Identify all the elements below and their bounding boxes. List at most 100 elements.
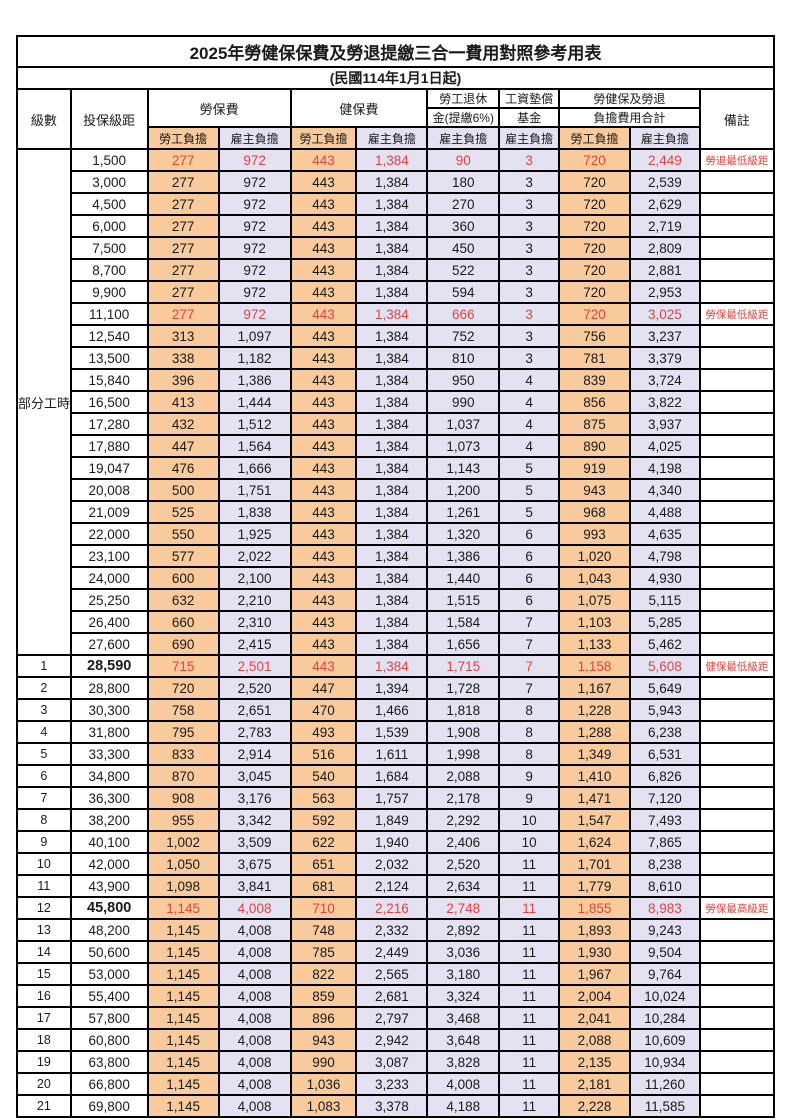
- value-cell: 277: [146, 148, 220, 172]
- value-cell: 443: [289, 566, 358, 590]
- value-cell: 413: [146, 390, 220, 414]
- table-row: 16,500 413 1,444 443 1,384 990 4 856 3,822: [17, 390, 776, 414]
- value-cell: 2,881: [628, 258, 701, 282]
- value-cell: 870: [146, 764, 220, 788]
- value-cell: 4,008: [217, 984, 292, 1008]
- value-cell: 338: [146, 346, 220, 370]
- remark-cell: 勞退最低級距: [698, 148, 776, 172]
- bracket-cell: 6,000: [69, 214, 149, 238]
- value-cell: 972: [217, 280, 292, 304]
- level-cell: 8: [16, 808, 72, 832]
- level-cell: 10: [16, 852, 72, 876]
- value-cell: 1,145: [146, 940, 220, 964]
- value-cell: 1,288: [558, 720, 631, 744]
- remark-cell: [698, 170, 776, 194]
- remark-cell: [698, 808, 776, 832]
- value-cell: 8,983: [628, 896, 701, 920]
- value-cell: 3,237: [628, 324, 701, 348]
- value-cell: 9,504: [628, 940, 701, 964]
- remark-cell: [698, 566, 776, 590]
- bracket-cell: 12,540: [69, 324, 149, 348]
- value-cell: 752: [426, 324, 501, 348]
- value-cell: 972: [217, 302, 292, 326]
- value-cell: 1,410: [558, 764, 631, 788]
- value-cell: 1,908: [426, 720, 501, 744]
- remark-cell: [698, 984, 776, 1008]
- value-cell: 1,564: [217, 434, 292, 458]
- bracket-cell: 34,800: [69, 764, 149, 788]
- value-cell: 3: [498, 170, 561, 194]
- value-cell: 1,684: [355, 764, 429, 788]
- bracket-cell: 13,500: [69, 346, 149, 370]
- value-cell: 2,004: [558, 984, 631, 1008]
- value-cell: 443: [289, 456, 358, 480]
- remark-cell: [698, 698, 776, 722]
- level-cell: 20: [16, 1072, 72, 1096]
- value-cell: 748: [289, 918, 358, 942]
- remark-cell: [698, 412, 776, 436]
- value-cell: 443: [289, 544, 358, 568]
- value-cell: 972: [217, 236, 292, 260]
- table-row: 19 63,800 1,145 4,008 990 3,087 3,828 11 2,135 10…: [16, 1050, 776, 1074]
- value-cell: 1,728: [426, 676, 501, 700]
- value-cell: 5,115: [628, 588, 701, 612]
- value-cell: 2,178: [426, 786, 501, 810]
- remark-cell: [698, 588, 776, 612]
- value-cell: 6: [498, 588, 561, 612]
- table-row: 20,008 500 1,751 443 1,384 1,200 5 943 4,340: [17, 478, 776, 502]
- value-cell: 10,284: [628, 1006, 701, 1030]
- value-cell: 890: [558, 434, 631, 458]
- value-cell: 896: [289, 1006, 358, 1030]
- table-row: 8 38,200 955 3,342 592 1,849 2,292 10 1,547 7,493: [16, 808, 776, 832]
- value-cell: 1,384: [355, 258, 429, 282]
- value-cell: 3,025: [628, 302, 701, 326]
- value-cell: 3,509: [217, 830, 292, 854]
- value-cell: 10: [498, 830, 561, 854]
- value-cell: 432: [146, 412, 220, 436]
- value-cell: 4,198: [628, 456, 701, 480]
- value-cell: 592: [289, 808, 358, 832]
- value-cell: 443: [289, 610, 358, 634]
- value-cell: 1,539: [355, 720, 429, 744]
- value-cell: 9,764: [628, 962, 701, 986]
- value-cell: 11: [498, 874, 561, 898]
- value-cell: 1,440: [426, 566, 501, 590]
- remark-cell: [698, 346, 776, 370]
- table-row: 3 30,300 758 2,651 470 1,466 1,818 8 1,228 5,943: [16, 698, 776, 722]
- value-cell: 6: [498, 566, 561, 590]
- value-cell: 522: [426, 258, 501, 282]
- bracket-cell: 55,400: [69, 984, 149, 1008]
- remark-cell: [698, 456, 776, 480]
- value-cell: 2,181: [558, 1072, 631, 1096]
- value-cell: 1,384: [355, 478, 429, 502]
- value-cell: 785: [289, 940, 358, 964]
- value-cell: 9,243: [628, 918, 701, 942]
- value-cell: 1,818: [426, 698, 501, 722]
- value-cell: 1,200: [426, 478, 501, 502]
- table-row: 4 31,800 795 2,783 493 1,539 1,908 8 1,288 6,238: [16, 720, 776, 744]
- value-cell: 651: [289, 852, 358, 876]
- value-cell: 11: [498, 1006, 561, 1030]
- value-cell: 1,967: [558, 962, 631, 986]
- value-cell: 1,145: [146, 1050, 220, 1074]
- value-cell: 1,145: [146, 1072, 220, 1096]
- value-cell: 1,584: [426, 610, 501, 634]
- value-cell: 1,145: [146, 1006, 220, 1030]
- remark-cell: [698, 368, 776, 392]
- subtitle-row: (民國114年1月1日起): [16, 66, 775, 90]
- value-cell: 277: [146, 236, 220, 260]
- table-row: 16 55,400 1,145 4,008 859 2,681 3,324 11 2,004 10…: [16, 984, 776, 1008]
- value-cell: 1,145: [146, 896, 220, 920]
- col-header-labor-insurance: 勞保費: [146, 88, 292, 128]
- value-cell: 2,520: [217, 676, 292, 700]
- value-cell: 2,124: [355, 874, 429, 898]
- remark-cell: 勞保最低級距: [698, 302, 776, 326]
- value-cell: 3,087: [355, 1050, 429, 1074]
- value-cell: 1,701: [558, 852, 631, 876]
- value-cell: 10: [498, 808, 561, 832]
- value-cell: 3,675: [217, 852, 292, 876]
- value-cell: 443: [289, 654, 358, 678]
- value-cell: 6,238: [628, 720, 701, 744]
- value-cell: 5,649: [628, 676, 701, 700]
- value-cell: 1,386: [426, 544, 501, 568]
